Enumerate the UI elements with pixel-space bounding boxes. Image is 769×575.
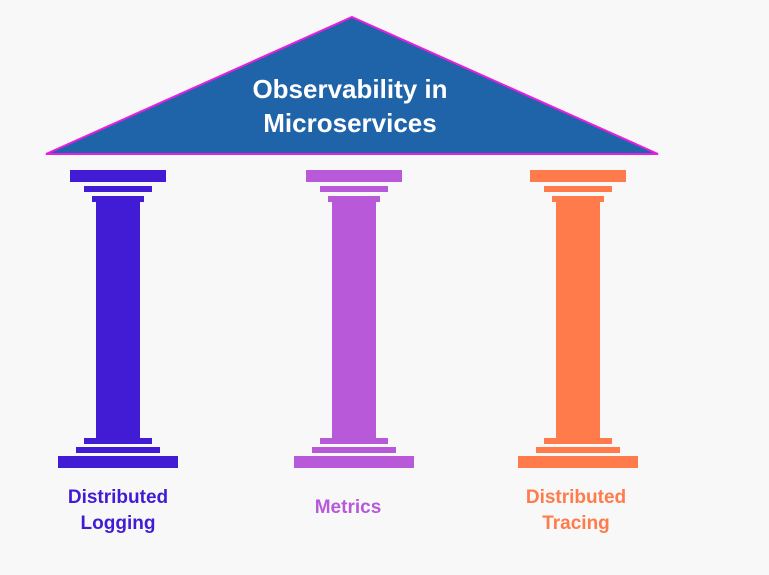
pillar-logging-shaft <box>96 202 140 438</box>
diagram-title-line-2: Microservices <box>263 108 437 138</box>
pillar-metrics-capital-ring <box>320 186 388 192</box>
label-logging: Distributed Logging <box>38 485 198 537</box>
pillar-logging-capital-ring <box>84 186 152 192</box>
pillar-metrics <box>294 170 414 468</box>
pillar-tracing-base-ring <box>544 438 612 444</box>
pillar-tracing-capital <box>530 170 626 182</box>
pillar-tracing-neck <box>552 196 604 202</box>
pillar-metrics-base-ring-2 <box>312 447 396 453</box>
pillar-tracing-capital-ring <box>544 186 612 192</box>
label-metrics: Metrics <box>268 495 428 521</box>
pillar-metrics-capital <box>306 170 402 182</box>
pillar-logging-capital <box>70 170 166 182</box>
pillar-metrics-plinth <box>294 456 414 468</box>
diagram-title: Observability in Microservices <box>200 72 500 140</box>
pillar-metrics-neck <box>328 196 380 202</box>
label-tracing: Distributed Tracing <box>496 485 656 537</box>
pillar-logging-plinth <box>58 456 178 468</box>
pillar-logging-base-ring-2 <box>76 447 160 453</box>
roof-triangle <box>45 15 659 155</box>
pillar-metrics-base-ring <box>320 438 388 444</box>
pillar-tracing-plinth <box>518 456 638 468</box>
pillar-logging-base-ring <box>84 438 152 444</box>
label-tracing-line-2: Tracing <box>542 513 610 534</box>
label-metrics-line-1: Metrics <box>314 497 382 518</box>
label-logging-line-1: Distributed <box>67 487 169 508</box>
pillar-metrics-shaft <box>332 202 376 438</box>
pillar-logging-neck <box>92 196 144 202</box>
pillar-tracing-shaft <box>556 202 600 438</box>
diagram-title-line-1: Observability in <box>252 74 448 104</box>
pillar-tracing <box>518 170 638 468</box>
pillar-tracing-base-ring-2 <box>536 447 620 453</box>
label-logging-line-2: Logging <box>80 513 156 534</box>
label-tracing-line-1: Distributed <box>525 487 627 508</box>
pillar-logging <box>58 170 178 468</box>
